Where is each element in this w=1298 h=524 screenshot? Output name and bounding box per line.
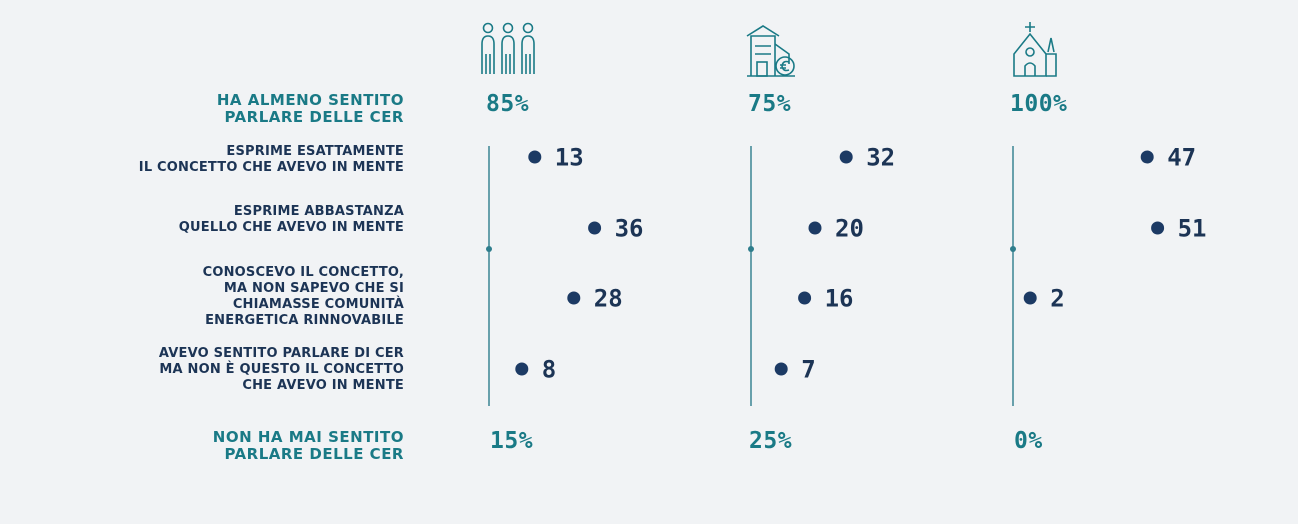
category-4-line-3: CHE AVEVO IN MENTE	[242, 378, 404, 393]
bar-end-dot-3-1	[567, 291, 581, 305]
category-2-line-2: QUELLO CHE AVEVO IN MENTE	[178, 220, 404, 235]
category-3-line-3: CHIAMASSE COMUNITÀ	[232, 297, 404, 312]
value-label-1-2: 32	[866, 144, 895, 172]
not-aware-pct-church: 0%	[1014, 428, 1043, 454]
people-icon	[481, 22, 535, 74]
bar-end-dot-2-1	[588, 221, 602, 235]
not-aware-pct-house: 25%	[749, 428, 793, 454]
aware-pct-people: 85%	[486, 91, 530, 117]
category-3-line-2: MA NON SAPEVO CHE SI	[223, 281, 404, 296]
bar-end-dot-1-3	[1140, 150, 1154, 164]
category-label-2: ESPRIME ABBASTANZA QUELLO CHE AVEVO IN M…	[179, 204, 404, 236]
value-label-2-2: 20	[835, 215, 864, 243]
category-label-3: CONOSCEVO IL CONCETTO, MA NON SAPEVO CHE…	[203, 265, 404, 329]
value-label-3-2: 16	[825, 285, 854, 313]
aware-label: HA ALMENO SENTITO PARLARE DELLE CER	[217, 92, 404, 126]
axis-marker-2	[748, 246, 754, 252]
category-label-1: ESPRIME ESATTAMENTE IL CONCETTO CHE AVEV…	[139, 144, 404, 176]
category-1-line-2: IL CONCETTO CHE AVEVO IN MENTE	[138, 160, 404, 175]
value-label-3-3: 2	[1050, 285, 1064, 313]
value-label-1-3: 47	[1167, 144, 1196, 172]
value-label-2-3: 51	[1178, 215, 1207, 243]
aware-pct-church: 100%	[1010, 91, 1068, 117]
bar-end-dot-2-3	[1151, 221, 1165, 235]
category-4-line-2: MA NON È QUESTO IL CONCETTO	[159, 362, 404, 377]
value-label-1-1: 13	[555, 144, 584, 172]
not-aware-label: NON HA MAI SENTITO PARLARE DELLE CER	[213, 429, 404, 463]
bar-end-dot-3-3	[1023, 291, 1037, 305]
aware-pct-house: 75%	[748, 91, 792, 117]
aware-label-line-1: HA ALMENO SENTITO	[216, 91, 404, 109]
bar-end-dot-2-2	[808, 221, 822, 235]
axis-marker-1	[486, 246, 492, 252]
value-label-2-1: 36	[615, 215, 644, 243]
category-3-line-4: ENERGETICA RINNOVABILE	[205, 313, 404, 328]
category-3-line-1: CONOSCEVO IL CONCETTO,	[202, 265, 404, 280]
bar-end-dot-3-2	[798, 291, 812, 305]
not-aware-label-line-1: NON HA MAI SENTITO	[212, 428, 404, 446]
axis-marker-3	[1010, 246, 1016, 252]
value-label-3-1: 28	[594, 285, 623, 313]
house-euro-icon	[746, 25, 795, 77]
bar-end-dot-1-2	[839, 150, 853, 164]
bar-end-dot-4-1	[515, 362, 529, 376]
value-label-4-2: 7	[801, 356, 815, 384]
church-icon	[1013, 22, 1057, 77]
aware-label-line-2: PARLARE DELLE CER	[224, 108, 404, 126]
category-label-4: AVEVO SENTITO PARLARE DI CER MA NON È QU…	[159, 346, 404, 394]
bar-end-dot-1-1	[528, 150, 542, 164]
bar-end-dot-4-2	[774, 362, 788, 376]
category-4-line-1: AVEVO SENTITO PARLARE DI CER	[158, 346, 404, 361]
not-aware-pct-people: 15%	[490, 428, 534, 454]
category-1-line-1: ESPRIME ESATTAMENTE	[226, 144, 404, 159]
category-2-line-1: ESPRIME ABBASTANZA	[233, 204, 404, 219]
value-label-4-1: 8	[542, 356, 556, 384]
not-aware-label-line-2: PARLARE DELLE CER	[224, 445, 404, 463]
